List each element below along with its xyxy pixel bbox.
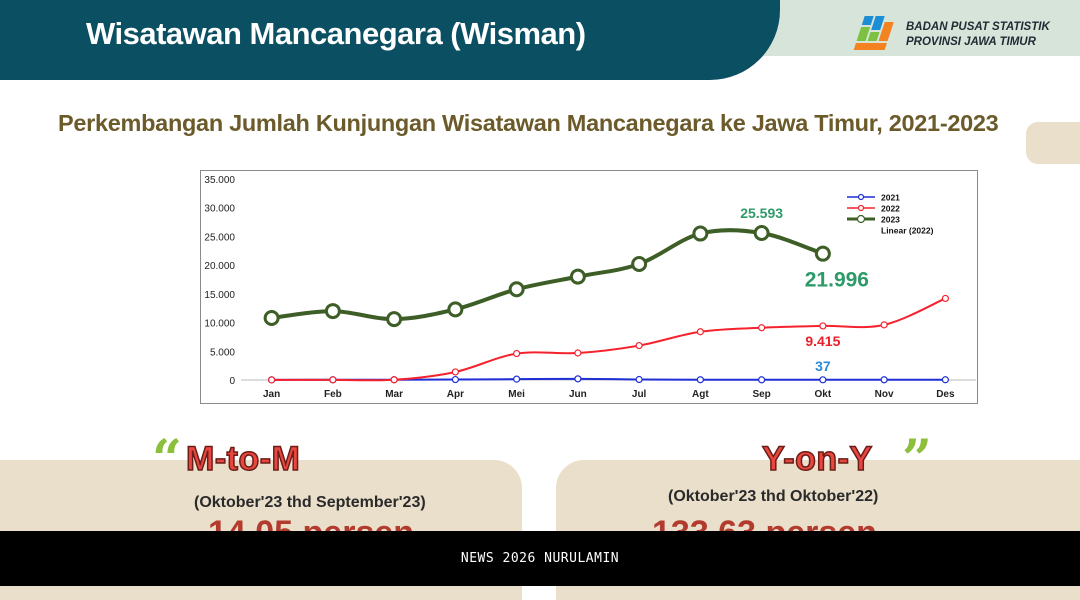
- data-point-2021: [574, 375, 582, 383]
- x-tick-label: Jul: [632, 389, 647, 400]
- page-title: Wisatawan Mancanegara (Wisman): [86, 16, 586, 51]
- org-line-2: PROVINSI JAWA TIMUR: [906, 36, 1036, 48]
- line-chart: 35.000 30.000 25.000 20.000 15.000 10.000 5.00…: [200, 170, 978, 404]
- x-tick-label: Jun: [569, 389, 587, 400]
- data-point-2021: [635, 375, 643, 384]
- y-tick-label: 0: [229, 376, 235, 387]
- x-tick-label: Nov: [875, 389, 894, 400]
- footer-banner: NEWS 2026 NURULAMIN: [0, 531, 1080, 586]
- x-tick-label: Feb: [324, 389, 342, 400]
- data-point-2023: [692, 225, 709, 242]
- x-tick-label: Sep: [752, 389, 770, 400]
- data-point-2023: [324, 303, 341, 320]
- data-point-2021: [758, 376, 766, 384]
- data-point-2022: [513, 349, 521, 358]
- data-point-2021: [941, 376, 949, 384]
- data-point-2022: [880, 321, 888, 329]
- data-point-2023: [631, 255, 648, 272]
- chart-title: Perkembangan Jumlah Kunjungan Wisatawan …: [58, 110, 999, 136]
- data-point-2023: [753, 225, 770, 242]
- data-point-2023: [508, 281, 525, 298]
- data-point-2022: [635, 341, 643, 350]
- side-decoration: [1026, 122, 1080, 164]
- yony-period: (Oktober'23 thd Oktober'22): [668, 488, 879, 505]
- data-point-2021: [696, 376, 704, 384]
- mtom-label: M-to-M: [185, 439, 301, 479]
- data-point-2023: [447, 301, 464, 318]
- x-tick-label: Mei: [508, 389, 525, 400]
- data-point-2023: [386, 311, 403, 328]
- data-point-2022: [268, 376, 276, 384]
- data-point-2021: [880, 376, 888, 384]
- org-name: BADAN PUSAT STATISTIK PROVINSI JAWA TIMU…: [906, 20, 1050, 50]
- data-point-2022: [696, 328, 704, 336]
- data-point-2022: [574, 349, 582, 357]
- data-point-2022: [451, 368, 459, 376]
- title-tab: Wisatawan Mancanegara (Wisman): [0, 0, 780, 80]
- data-point-2021: [513, 375, 521, 383]
- data-point-2022: [390, 376, 398, 384]
- y-tick-label: 25.000: [204, 232, 235, 243]
- data-label: 37: [815, 358, 831, 374]
- data-point-2022: [329, 376, 337, 384]
- legend-entry-linear: Linear (2022): [881, 226, 934, 236]
- data-point-2022: [819, 322, 827, 330]
- y-tick-label: 5.000: [210, 347, 235, 358]
- x-tick-label: Des: [936, 389, 955, 400]
- series-line-2022: [271, 297, 946, 382]
- x-tick-label: Jan: [263, 389, 280, 400]
- x-tick-label: Apr: [447, 389, 464, 400]
- mtom-period: (Oktober'23 thd September'23): [194, 494, 426, 511]
- x-tick-label: Mar: [385, 389, 403, 400]
- legend-entry-2022: 2022: [881, 204, 900, 214]
- legend-marker-2021: [857, 193, 865, 201]
- y-tick-label: 20.000: [204, 261, 235, 272]
- open-quote-icon: “: [152, 429, 182, 490]
- legend-marker-2022: [857, 204, 865, 212]
- data-label: 21.996: [805, 269, 869, 292]
- bps-logo-icon: [853, 16, 894, 50]
- data-point-2021: [819, 376, 827, 384]
- data-label: 25.593: [740, 205, 783, 221]
- data-point-2023: [569, 268, 586, 285]
- legend-entry-2021: 2021: [881, 193, 900, 203]
- y-tick-label: 10.000: [204, 319, 235, 330]
- legend-entry-2023: 2023: [881, 215, 900, 225]
- data-label: 9.415: [805, 333, 840, 349]
- y-tick-label: 35.000: [204, 175, 235, 186]
- x-tick-label: Agt: [692, 389, 709, 400]
- data-point-2022: [758, 324, 766, 332]
- yony-label: Y-on-Y: [761, 439, 873, 479]
- y-tick-label: 30.000: [204, 204, 235, 215]
- org-line-1: BADAN PUSAT STATISTIK: [906, 21, 1050, 33]
- y-tick-label: 15.000: [204, 290, 235, 301]
- data-point-2023: [263, 309, 280, 326]
- chart-canvas: 35.000 30.000 25.000 20.000 15.000 10.000 5.00…: [204, 175, 976, 400]
- close-quote-icon: ”: [902, 429, 932, 490]
- legend-marker-2023: [856, 214, 866, 224]
- x-tick-label: Okt: [815, 389, 832, 400]
- series-line-2023: [271, 228, 824, 322]
- data-point-2021: [451, 375, 459, 384]
- data-point-2023: [814, 245, 831, 262]
- org-logo: [848, 12, 1078, 56]
- data-point-2022: [941, 294, 949, 303]
